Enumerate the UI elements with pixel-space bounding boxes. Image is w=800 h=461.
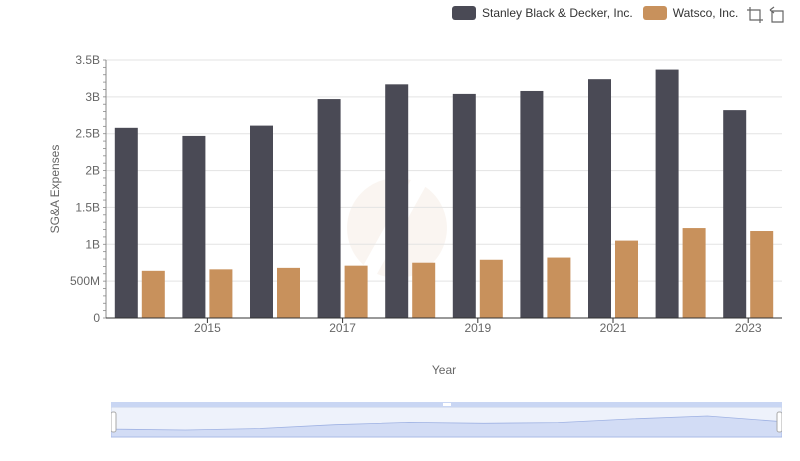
y-tick-label: 2B bbox=[85, 164, 100, 178]
y-tick-label: 1B bbox=[85, 237, 100, 251]
bar-stanley-2014[interactable] bbox=[114, 127, 138, 319]
bar-stanley-2018[interactable] bbox=[385, 84, 409, 318]
chart-toolbox bbox=[746, 6, 790, 24]
slider-preview-area bbox=[111, 415, 782, 438]
slider-handle-left[interactable] bbox=[111, 411, 117, 433]
legend-swatch-stanley bbox=[452, 6, 476, 20]
bar-stanley-2021[interactable] bbox=[588, 79, 611, 318]
y-tick-label: 3.5B bbox=[75, 53, 100, 67]
bar-stanley-2023[interactable] bbox=[723, 110, 747, 318]
y-axis-label: SG&A Expenses bbox=[48, 145, 62, 234]
x-tick-label: 2021 bbox=[600, 321, 627, 335]
bar-watsco-2016[interactable] bbox=[277, 267, 300, 318]
bar-stanley-2017[interactable] bbox=[317, 99, 341, 318]
zoom-select-icon[interactable] bbox=[746, 6, 764, 24]
x-axis-label: Year bbox=[432, 363, 456, 377]
legend-label-stanley: Stanley Black & Decker, Inc. bbox=[482, 6, 633, 20]
legend-label-watsco: Watsco, Inc. bbox=[672, 6, 739, 20]
bar-watsco-2017[interactable] bbox=[344, 265, 368, 318]
bar-stanley-2022[interactable] bbox=[655, 69, 679, 318]
bar-watsco-2021[interactable] bbox=[615, 240, 638, 318]
x-tick-label: 2017 bbox=[329, 321, 356, 335]
bar-watsco-2014[interactable] bbox=[141, 270, 165, 318]
bar-stanley-2016[interactable] bbox=[250, 125, 273, 318]
bar-stanley-2019[interactable] bbox=[452, 93, 476, 318]
chart-legend: Stanley Black & Decker, Inc. Watsco, Inc… bbox=[452, 4, 748, 22]
x-tick-label: 2015 bbox=[194, 321, 221, 335]
bar-watsco-2022[interactable] bbox=[682, 228, 706, 318]
slider-handle-right[interactable] bbox=[776, 411, 782, 433]
slider-grip[interactable] bbox=[443, 403, 451, 406]
legend-swatch-watsco bbox=[642, 6, 667, 20]
y-tick-label: 3B bbox=[85, 90, 100, 104]
y-tick-label: 500M bbox=[70, 274, 100, 288]
bar-stanley-2015[interactable] bbox=[182, 135, 206, 318]
x-tick-label: 2023 bbox=[735, 321, 762, 335]
bar-stanley-2020[interactable] bbox=[520, 90, 544, 319]
bar-watsco-2023[interactable] bbox=[750, 231, 774, 318]
bar-watsco-2018[interactable] bbox=[412, 262, 436, 318]
y-tick-label: 0 bbox=[93, 311, 100, 325]
data-zoom-slider[interactable] bbox=[111, 402, 782, 438]
legend-item-stanley[interactable]: Stanley Black & Decker, Inc. bbox=[452, 6, 633, 20]
bar-watsco-2015[interactable] bbox=[209, 269, 233, 318]
bar-watsco-2019[interactable] bbox=[479, 259, 503, 318]
bar-watsco-2020[interactable] bbox=[547, 257, 571, 318]
y-tick-label: 1.5B bbox=[75, 200, 100, 214]
x-tick-label: 2019 bbox=[464, 321, 491, 335]
y-tick-label: 2.5B bbox=[75, 127, 100, 141]
legend-item-watsco[interactable]: Watsco, Inc. bbox=[642, 6, 739, 20]
zoom-reset-icon[interactable] bbox=[768, 6, 786, 24]
